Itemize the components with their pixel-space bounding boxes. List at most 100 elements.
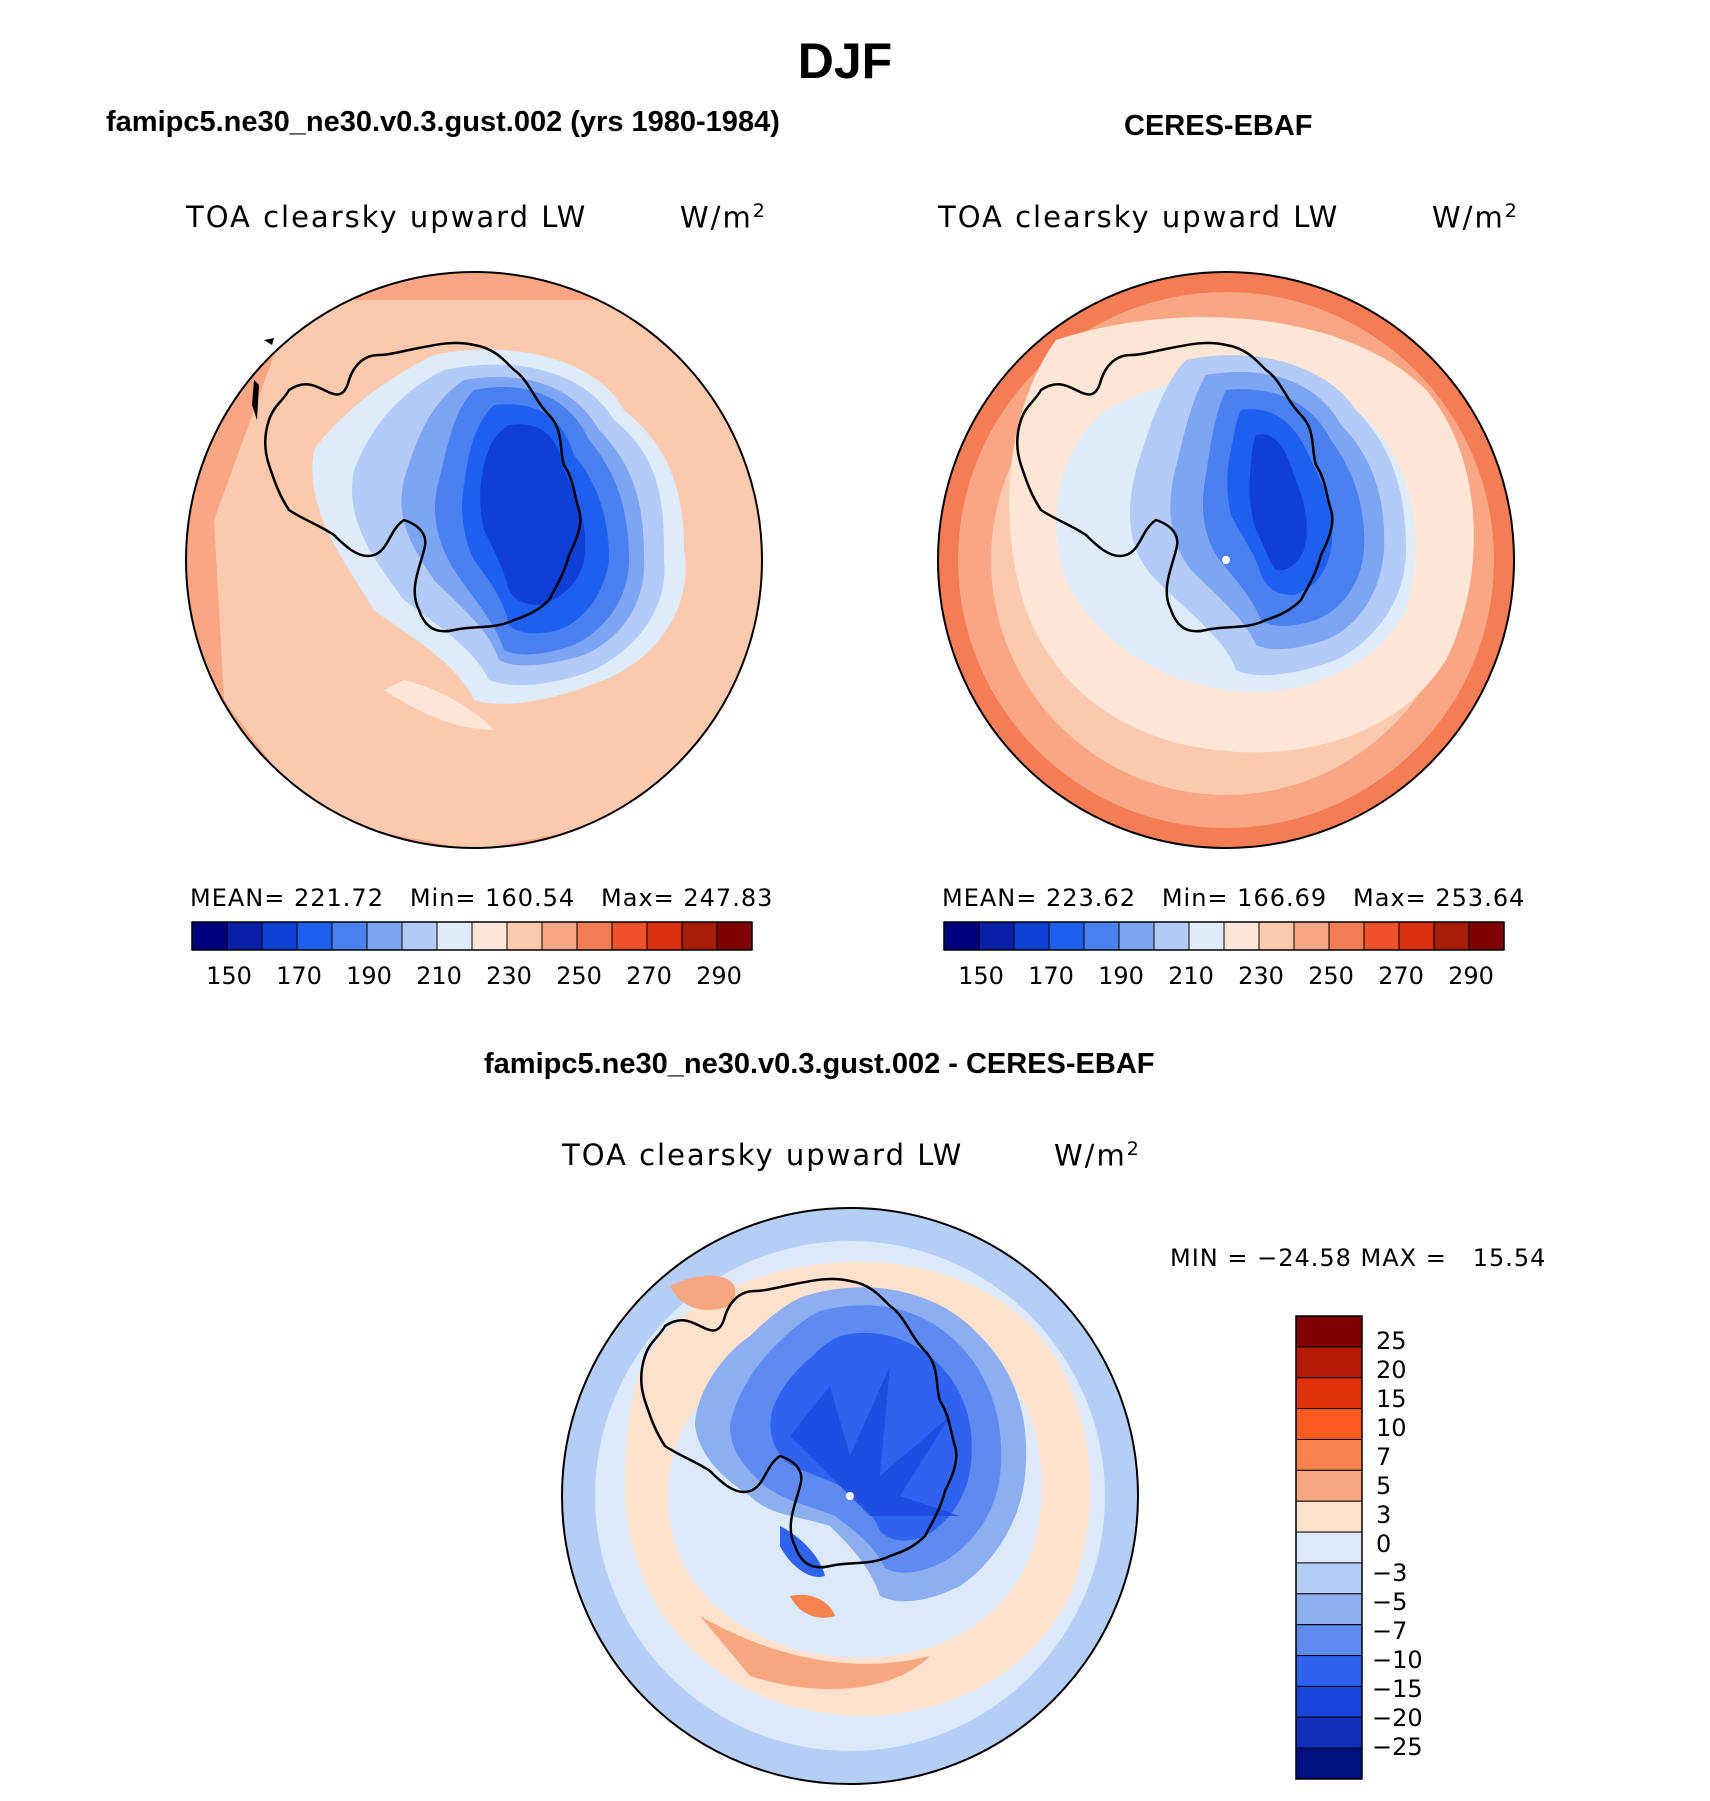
obs-tick: 250 (1308, 962, 1354, 990)
model-field-name: TOA clearsky upward LW (186, 200, 588, 234)
colorbar-swatch (1083, 921, 1120, 951)
colorbar-swatch (1295, 1747, 1363, 1780)
diff-label: 25 (1376, 1327, 1407, 1355)
colorbar-swatch (1468, 921, 1505, 951)
model-tick: 230 (486, 962, 532, 990)
obs-tick: 270 (1378, 962, 1424, 990)
colorbar-swatch (1295, 1438, 1363, 1471)
obs-tick: 210 (1168, 962, 1214, 990)
model-case-title: famipc5.ne30_ne30.v0.3.gust.002 (yrs 198… (106, 106, 780, 138)
colorbar-swatch (1188, 921, 1225, 951)
colorbar-swatch (541, 921, 578, 951)
colorbar-swatch (366, 921, 403, 951)
diff-units: W/m2 (1054, 1138, 1141, 1173)
colorbar-swatch (1258, 921, 1295, 951)
colorbar-swatch (1013, 921, 1050, 951)
diff-label: −5 (1372, 1588, 1408, 1616)
diff-case-title: famipc5.ne30_ne30.v0.3.gust.002 - CERES-… (484, 1048, 1155, 1080)
diff-units-exp: 2 (1126, 1138, 1141, 1160)
obs-tick: 230 (1238, 962, 1284, 990)
diff-label: 3 (1376, 1501, 1392, 1529)
obs-units-base: W/m (1432, 200, 1505, 235)
model-tick: 250 (556, 962, 602, 990)
diff-label: 5 (1376, 1472, 1392, 1500)
diff-label: 7 (1376, 1443, 1392, 1471)
colorbar-swatch (1048, 921, 1085, 951)
obs-colorbar-ticks: 150 170 190 210 230 250 270 290 (944, 962, 1504, 992)
model-units-base: W/m (680, 200, 753, 235)
model-colorbar (191, 921, 753, 951)
model-polar-map (185, 271, 763, 849)
colorbar-swatch (1153, 921, 1190, 951)
colorbar-swatch (191, 921, 228, 951)
obs-case-title: CERES-EBAF (1124, 110, 1313, 142)
model-units-exp: 2 (752, 200, 767, 222)
colorbar-swatch (296, 921, 333, 951)
model-tick: 170 (276, 962, 322, 990)
obs-stats: MEAN= 223.62 Min= 166.69 Max= 253.64 (942, 884, 1526, 912)
colorbar-swatch (943, 921, 980, 951)
colorbar-swatch (1293, 921, 1330, 951)
colorbar-swatch (1295, 1716, 1363, 1749)
colorbar-swatch (1223, 921, 1260, 951)
colorbar-swatch (1295, 1685, 1363, 1718)
diff-colorbar (1295, 1315, 1363, 1780)
obs-tick: 170 (1028, 962, 1074, 990)
model-tick: 270 (626, 962, 672, 990)
colorbar-swatch (1363, 921, 1400, 951)
colorbar-swatch (261, 921, 298, 951)
diff-label: −15 (1372, 1675, 1423, 1703)
model-tick: 210 (416, 962, 462, 990)
diff-colorbar-labels: 25 20 15 10 7 5 3 0 −3 −5 −7 −10 −15 −20… (1372, 1316, 1476, 1781)
colorbar-swatch (1328, 921, 1365, 951)
diff-field-name: TOA clearsky upward LW (562, 1138, 964, 1172)
colorbar-swatch (978, 921, 1015, 951)
colorbar-swatch (1118, 921, 1155, 951)
colorbar-swatch (1295, 1562, 1363, 1595)
colorbar-swatch (1295, 1531, 1363, 1564)
colorbar-swatch (331, 921, 368, 951)
obs-field-name: TOA clearsky upward LW (938, 200, 1340, 234)
diff-stats: MIN = −24.58 MAX = 15.54 (1170, 1244, 1547, 1272)
model-tick: 150 (206, 962, 252, 990)
obs-tick: 190 (1098, 962, 1144, 990)
colorbar-swatch (436, 921, 473, 951)
colorbar-swatch (1295, 1377, 1363, 1410)
diff-label: −20 (1372, 1704, 1423, 1732)
colorbar-swatch (716, 921, 753, 951)
colorbar-swatch (1295, 1593, 1363, 1626)
colorbar-swatch (646, 921, 683, 951)
obs-colorbar (943, 921, 1505, 951)
colorbar-swatch (401, 921, 438, 951)
diff-label: −7 (1372, 1617, 1408, 1645)
colorbar-swatch (1295, 1469, 1363, 1502)
diff-units-base: W/m (1054, 1138, 1127, 1173)
colorbar-swatch (1295, 1655, 1363, 1687)
diff-label: 0 (1376, 1530, 1392, 1558)
colorbar-swatch (611, 921, 648, 951)
colorbar-swatch (681, 921, 718, 951)
obs-tick: 290 (1448, 962, 1494, 990)
diff-polar-map (561, 1207, 1139, 1785)
diff-label: 15 (1376, 1385, 1407, 1413)
colorbar-swatch (506, 921, 543, 951)
colorbar-swatch (1295, 1408, 1363, 1440)
colorbar-swatch (1295, 1500, 1363, 1533)
obs-tick: 150 (958, 962, 1004, 990)
model-stats: MEAN= 221.72 Min= 160.54 Max= 247.83 (190, 884, 774, 912)
page-title: DJF (797, 33, 893, 89)
colorbar-swatch (471, 921, 508, 951)
colorbar-swatch (1433, 921, 1470, 951)
diff-label: −25 (1372, 1733, 1423, 1761)
diff-label: −10 (1372, 1646, 1423, 1674)
obs-units-exp: 2 (1504, 200, 1519, 222)
colorbar-swatch (1295, 1315, 1363, 1348)
model-tick: 290 (696, 962, 742, 990)
colorbar-swatch (576, 921, 613, 951)
diff-label: 20 (1376, 1356, 1407, 1384)
model-colorbar-ticks: 150 170 190 210 230 250 270 290 (192, 962, 752, 992)
colorbar-swatch (1295, 1346, 1363, 1379)
obs-units: W/m2 (1432, 200, 1519, 235)
model-tick: 190 (346, 962, 392, 990)
colorbar-swatch (226, 921, 263, 951)
